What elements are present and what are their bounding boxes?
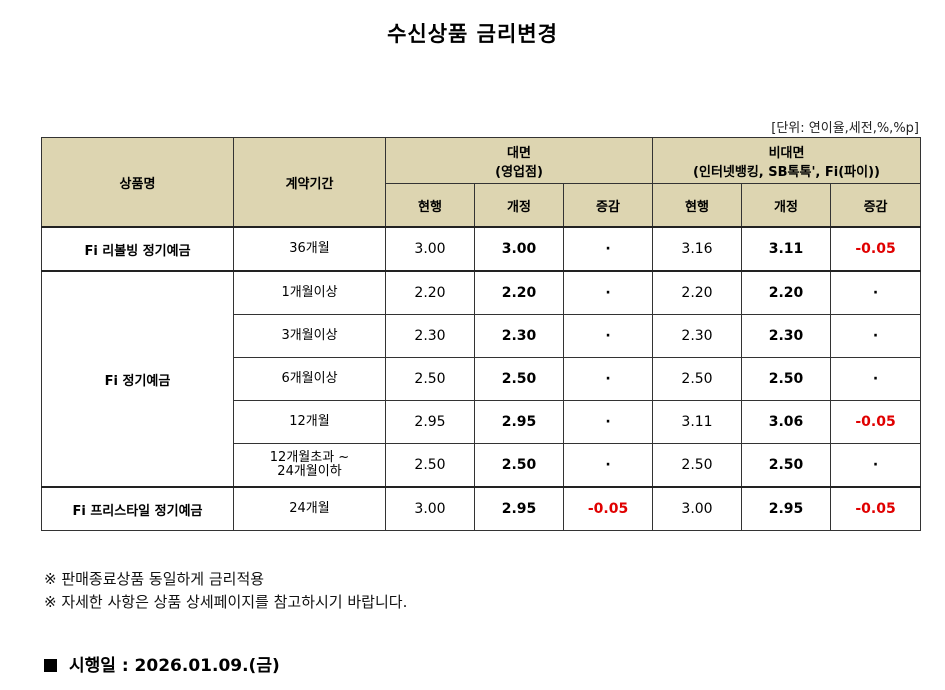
header-non-current: 현행 (652, 183, 743, 228)
header-face-change: 증감 (562, 183, 654, 228)
face-change-cell: · (562, 314, 654, 358)
face-revised-cell: 2.95 (474, 486, 564, 531)
table-row: 6개월이상 2.50 2.50 · 2.50 2.50 · (42, 357, 922, 401)
face-current-cell: 2.30 (385, 314, 475, 358)
header-non-face-sub: (인터넷뱅킹, SB톡톡', Fi(파이)) (693, 164, 880, 180)
header-face-revised: 개정 (474, 183, 564, 228)
face-change-cell: · (562, 400, 654, 444)
effective-date: 시행일 : 2026.01.09.(금) (44, 651, 280, 676)
face-current-cell: 2.95 (385, 400, 475, 444)
face-change-cell: · (562, 357, 654, 401)
header-product: 상품명 (41, 137, 234, 228)
notes: ※ 판매종료상품 동일하게 금리적용 ※ 자세한 사항은 상품 상세페이지를 참… (44, 568, 407, 614)
product-name: Fi 정기예금 (41, 270, 234, 488)
non-revised-cell: 2.95 (741, 486, 832, 531)
term-cell: 1개월이상 (233, 270, 386, 315)
header-term: 계약기간 (233, 137, 386, 228)
table-row: Fi 프리스타일 정기예금 24개월 3.00 2.95 -0.05 3.00 … (41, 486, 922, 531)
non-change-cell: -0.05 (830, 400, 922, 444)
face-current-cell: 2.20 (385, 270, 475, 315)
term-cell: 12개월 (233, 400, 386, 444)
face-change-cell: · (562, 270, 654, 315)
note-item: ※ 자세한 사항은 상품 상세페이지를 참고하시기 바랍니다. (44, 593, 408, 611)
term-cell: 36개월 (233, 226, 386, 272)
term-cell: 12개월초과 ~ 24개월이하 (233, 443, 386, 488)
term-cell: 3개월이상 (233, 314, 386, 358)
non-revised-cell: 2.20 (741, 270, 832, 315)
non-revised-cell: 3.06 (741, 400, 832, 444)
term-cell: 24개월 (233, 486, 386, 531)
header-face-to-face-sub: (영업점) (495, 164, 543, 180)
table-row: 12개월초과 ~ 24개월이하 2.50 2.50 · 2.50 2.50 · (42, 443, 922, 488)
face-current-cell: 3.00 (385, 226, 475, 272)
non-current-cell: 2.50 (652, 357, 743, 401)
rate-table: 상품명 계약기간 대면 (영업점) 비대면 (인터넷뱅킹, SB톡톡', Fi(… (41, 137, 922, 531)
non-change-cell: · (830, 314, 922, 358)
effective-date-text: 시행일 : 2026.01.09.(금) (69, 656, 280, 676)
face-current-cell: 2.50 (385, 357, 475, 401)
face-current-cell: 2.50 (385, 443, 475, 488)
face-revised-cell: 2.95 (474, 400, 564, 444)
non-current-cell: 2.50 (652, 443, 743, 488)
table-row: 12개월 2.95 2.95 · 3.11 3.06 -0.05 (42, 400, 922, 444)
non-current-cell: 3.16 (652, 226, 743, 272)
non-revised-cell: 2.30 (741, 314, 832, 358)
note-item: ※ 판매종료상품 동일하게 금리적용 (44, 570, 265, 588)
non-current-cell: 2.30 (652, 314, 743, 358)
term-cell: 6개월이상 (233, 357, 386, 401)
page-title: 수신상품 금리변경 (387, 22, 558, 46)
face-revised-cell: 2.20 (474, 270, 564, 315)
non-revised-cell: 2.50 (741, 443, 832, 488)
table-row: 3개월이상 2.30 2.30 · 2.30 2.30 · (42, 314, 922, 358)
non-current-cell: 3.00 (652, 486, 743, 531)
product-name: Fi 리볼빙 정기예금 (41, 226, 234, 272)
face-revised-cell: 2.50 (474, 357, 564, 401)
non-revised-cell: 3.11 (741, 226, 832, 272)
face-revised-cell: 2.50 (474, 443, 564, 488)
face-change-cell: · (562, 226, 654, 272)
face-revised-cell: 2.30 (474, 314, 564, 358)
face-change-cell: · (562, 443, 654, 488)
square-bullet-icon (44, 659, 57, 672)
table-row: Fi 리볼빙 정기예금 36개월 3.00 3.00 · 3.16 3.11 -… (41, 226, 922, 272)
non-current-cell: 2.20 (652, 270, 743, 315)
non-current-cell: 3.11 (652, 400, 743, 444)
face-current-cell: 3.00 (385, 486, 475, 531)
header-non-face: 비대면 (인터넷뱅킹, SB톡톡', Fi(파이)) (652, 137, 922, 184)
header-non-revised: 개정 (741, 183, 832, 228)
header-face-current: 현행 (385, 183, 475, 228)
non-change-cell: · (830, 357, 922, 401)
non-change-cell: -0.05 (830, 226, 922, 272)
face-change-cell: -0.05 (562, 486, 654, 531)
non-change-cell: · (830, 443, 922, 488)
unit-note: [단위: 연이율,세전,%,%p] (771, 121, 919, 136)
face-revised-cell: 3.00 (474, 226, 564, 272)
product-name: Fi 프리스타일 정기예금 (41, 486, 234, 531)
header-face-to-face-label: 대면 (507, 145, 531, 161)
non-change-cell: -0.05 (830, 486, 922, 531)
header-non-face-label: 비대면 (768, 145, 805, 161)
non-change-cell: · (830, 270, 922, 315)
header-non-change: 증감 (830, 183, 922, 228)
non-revised-cell: 2.50 (741, 357, 832, 401)
header-face-to-face: 대면 (영업점) (384, 137, 654, 184)
table-row: Fi 정기예금 1개월이상 2.20 2.20 · 2.20 2.20 · (41, 270, 922, 488)
